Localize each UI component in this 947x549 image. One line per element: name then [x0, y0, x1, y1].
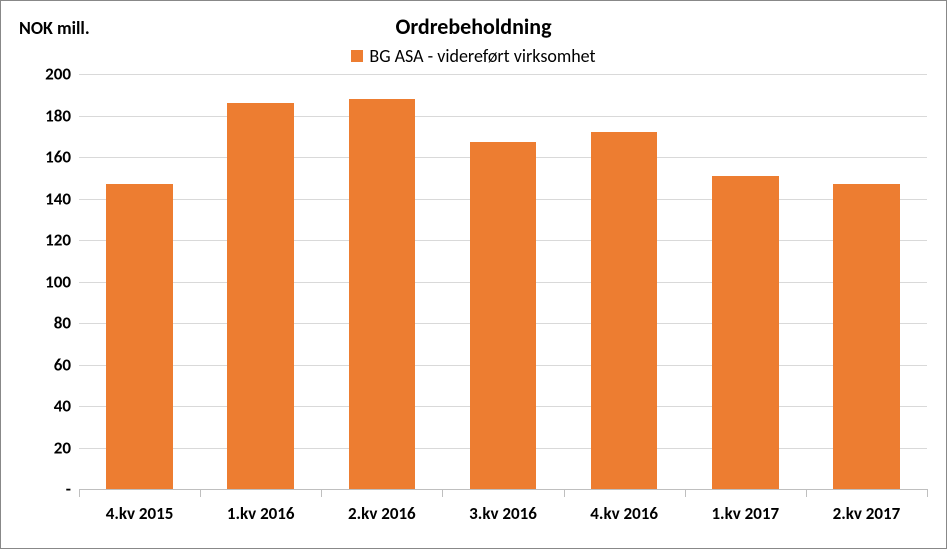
bar	[470, 142, 537, 489]
y-tick-label: 160	[45, 147, 71, 168]
bar	[106, 184, 173, 489]
x-tick-label: 1.kv 2017	[711, 503, 779, 524]
bar	[349, 99, 416, 489]
x-tick-mark	[321, 489, 322, 497]
x-tick-mark	[806, 489, 807, 497]
x-tick-mark	[442, 489, 443, 497]
bar	[227, 103, 294, 489]
y-tick-label: -	[66, 479, 71, 500]
bar	[833, 184, 900, 489]
bar	[712, 176, 779, 489]
y-tick-label: 80	[54, 313, 71, 334]
x-tick-mark	[79, 489, 80, 497]
x-tick-mark	[564, 489, 565, 497]
y-tick-label: 100	[45, 271, 71, 292]
y-tick-label: 60	[54, 354, 71, 375]
chart-container: NOK mill. Ordrebeholdning BG ASA - vider…	[0, 0, 947, 549]
x-tick-label: 4.kv 2015	[106, 503, 174, 524]
x-axis-baseline	[79, 489, 927, 490]
y-tick-label: 200	[45, 64, 71, 85]
legend-swatch	[351, 50, 363, 62]
legend-label: BG ASA - videreført virksomhet	[369, 45, 595, 67]
x-tick-label: 2.kv 2016	[348, 503, 416, 524]
y-tick-label: 140	[45, 188, 71, 209]
x-tick-label: 3.kv 2016	[469, 503, 537, 524]
x-tick-mark	[200, 489, 201, 497]
x-tick-label: 1.kv 2016	[227, 503, 295, 524]
chart-title: Ordrebeholdning	[1, 13, 946, 40]
plot-area: -204060801001201401601802004.kv 20151.kv…	[79, 73, 927, 489]
bar	[591, 132, 658, 489]
y-tick-label: 180	[45, 105, 71, 126]
y-tick-label: 40	[54, 396, 71, 417]
y-tick-label: 120	[45, 230, 71, 251]
x-tick-mark	[685, 489, 686, 497]
x-tick-mark	[927, 489, 928, 497]
x-tick-label: 4.kv 2016	[590, 503, 658, 524]
gridline	[79, 74, 927, 75]
y-tick-label: 20	[54, 437, 71, 458]
legend: BG ASA - videreført virksomhet	[1, 45, 946, 67]
gridline	[79, 116, 927, 117]
x-tick-label: 2.kv 2017	[833, 503, 901, 524]
